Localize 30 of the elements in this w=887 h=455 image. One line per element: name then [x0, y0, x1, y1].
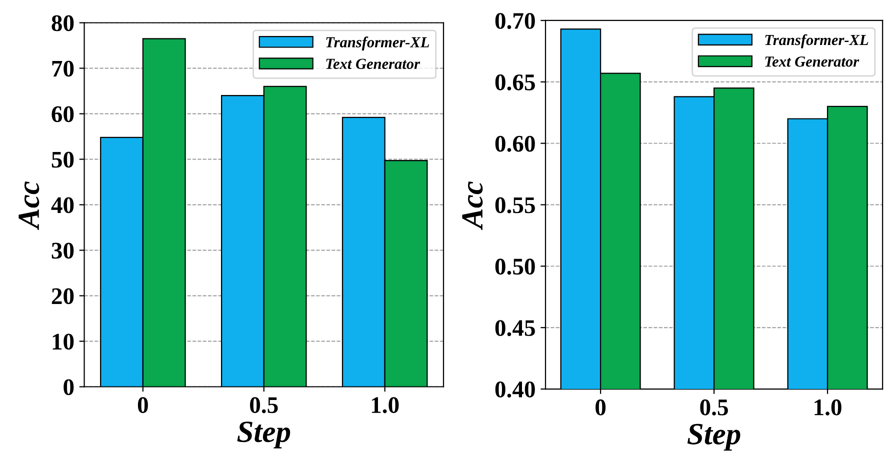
legend-label: Transformer-XL	[326, 36, 430, 51]
x-tick-label: 0.5	[700, 399, 728, 416]
y-tick-label: 0	[64, 379, 74, 396]
x-tick-label: 0.5	[250, 397, 278, 414]
y-tick-label: 80	[52, 15, 74, 32]
y-tick-label: 0.60	[495, 136, 535, 152]
y-tick-label: 50	[52, 152, 74, 168]
legend-label: Transformer-XL	[765, 34, 868, 48]
y-tick-label: 10	[52, 334, 74, 350]
y-tick-label: 0.40	[495, 382, 535, 398]
y-tick-label: 60	[52, 106, 74, 122]
y-tick-label: 0.50	[495, 258, 535, 275]
y-tick-label: 30	[52, 242, 74, 259]
x-tick-label: 0	[138, 397, 148, 414]
x-tick-label: 1.0	[814, 399, 842, 416]
y-axis-title: Acc	[462, 181, 483, 230]
legend-label: Text Generator	[326, 58, 420, 69]
y-tick-label: 70	[52, 60, 74, 77]
y-tick-label: 40	[51, 197, 74, 214]
x-axis-title: Step	[237, 422, 290, 448]
y-tick-label: 20	[52, 288, 74, 304]
x-axis-title: Step	[687, 424, 740, 451]
legend-label: Text Generator	[765, 56, 860, 67]
y-tick-label: 0.70	[495, 12, 535, 30]
y-tick-label: 0.55	[495, 197, 535, 214]
y-tick-label: 0.45	[495, 320, 535, 336]
x-tick-label: 0	[596, 399, 606, 416]
x-tick-label: 1.0	[372, 397, 399, 414]
y-axis-title: Acc	[18, 181, 40, 230]
y-tick-label: 0.65	[495, 74, 535, 90]
